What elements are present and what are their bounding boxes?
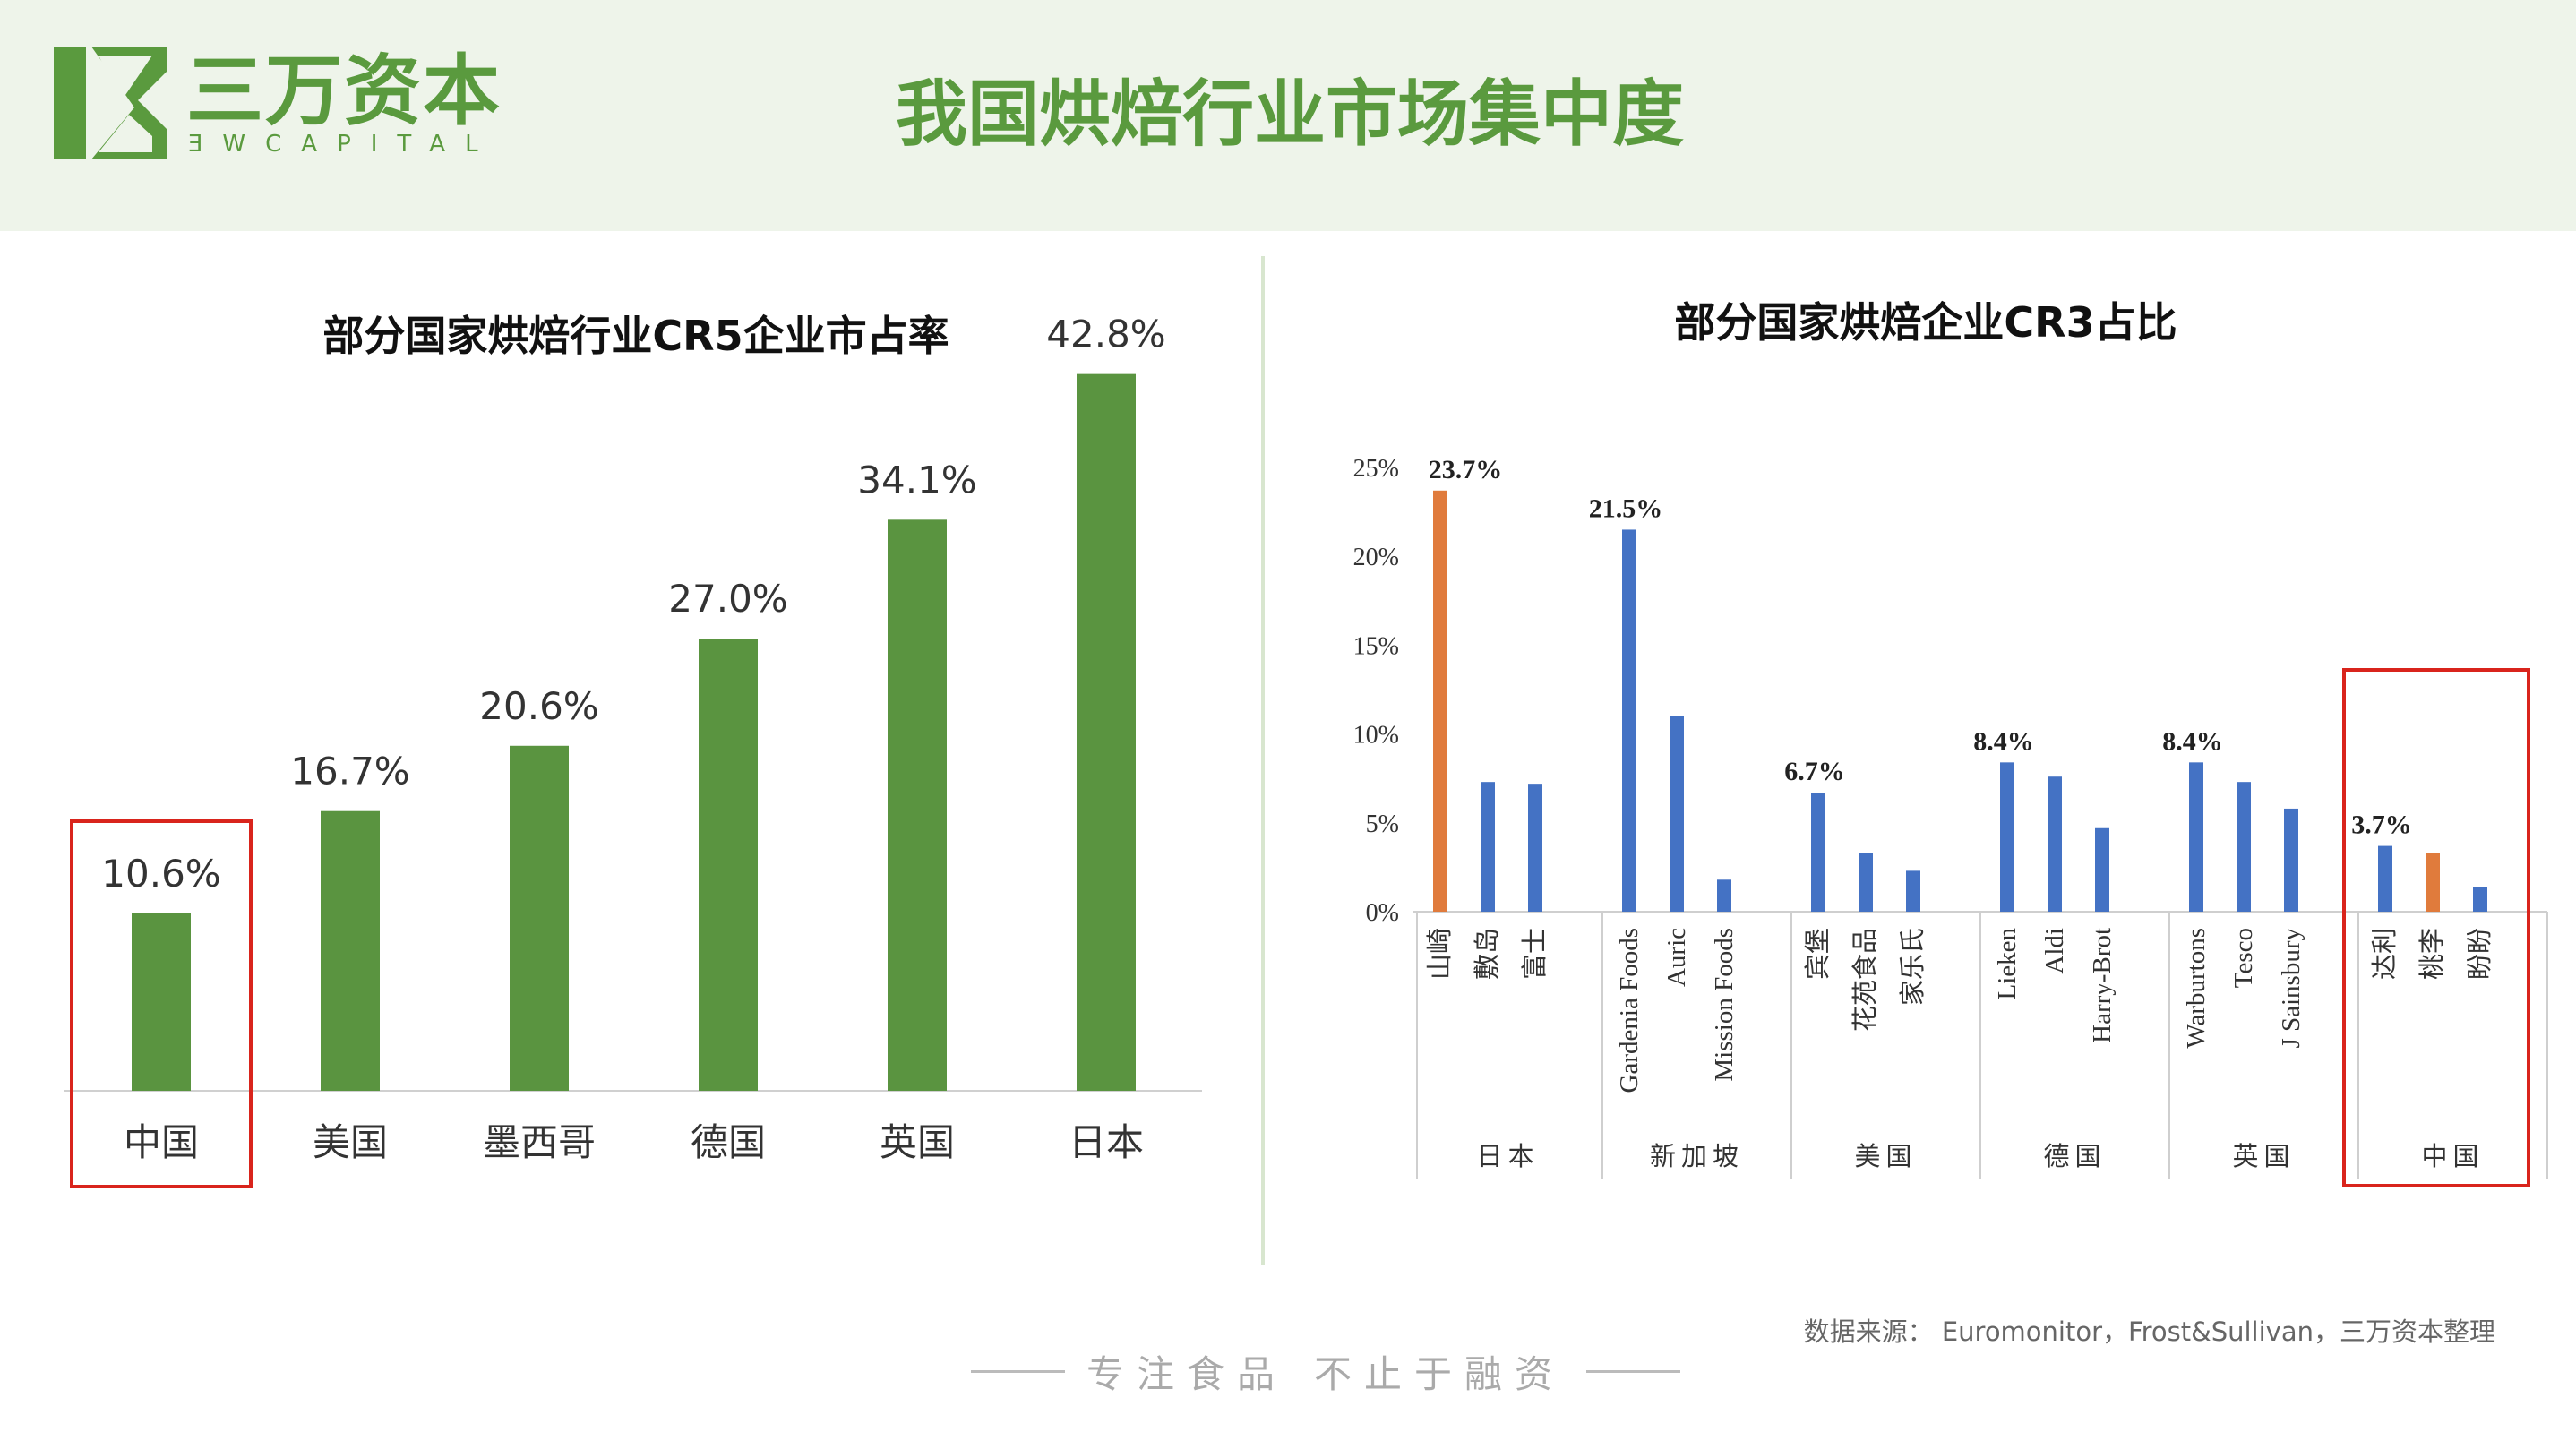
y-tick-label-0: 0%: [1366, 899, 1399, 927]
category-label-1: 美国: [313, 1120, 388, 1164]
company-logo: 三万资本 ƎWCAPITAL: [52, 45, 500, 170]
bar-2: [510, 745, 569, 1091]
slogan-right-rule: [1586, 1369, 1680, 1373]
highlight-box-china: [2342, 668, 2530, 1187]
data-label-1: 16.7%: [290, 750, 409, 793]
bar-2-2: [1906, 870, 1920, 912]
slogan-left-text: 专注食品: [1086, 1351, 1287, 1396]
bar-2-1: [1859, 853, 1873, 912]
bar-5-0: [2378, 845, 2392, 912]
category-label-5: 日本: [1069, 1120, 1144, 1164]
bar-0: [132, 913, 191, 1091]
data-label-3-0: 8.4%: [1973, 726, 2034, 756]
item-label-1-1: Auric: [1662, 928, 1691, 987]
y-tick-label-3: 15%: [1353, 632, 1399, 660]
slogan-left-rule: [971, 1369, 1065, 1373]
item-label-4-1: Tesco: [2229, 928, 2258, 988]
item-label-5-1: 桃李: [2417, 928, 2447, 980]
group-label-1: 新加坡: [1650, 1142, 1744, 1171]
category-label-0: 中国: [124, 1120, 199, 1164]
item-label-0-1: 敷岛: [1473, 928, 1502, 980]
bar-0-2: [1528, 784, 1542, 912]
y-tick-label-1: 5%: [1366, 810, 1399, 838]
bar-1-2: [1717, 879, 1731, 912]
item-label-3-2: Harry-Brot: [2088, 928, 2117, 1043]
bar-5: [1077, 373, 1136, 1091]
bar-4-1: [2237, 782, 2251, 912]
bar-0-1: [1481, 782, 1495, 912]
vertical-divider: [1261, 256, 1265, 1265]
logo-chinese-name: 三万资本: [186, 47, 502, 136]
category-label-3: 德国: [691, 1120, 766, 1164]
data-label-3: 27.0%: [668, 577, 787, 621]
item-label-5-0: 达利: [2370, 928, 2400, 980]
cr5-bar-chart: 10.6% 中国 16.7% 美国 20.6% 墨西哥 27.0% 德国 34.1% 英国 42.8…: [64, 313, 1202, 1188]
data-label-5-0: 3.7%: [2351, 810, 2412, 840]
footer-slogan: 专注食品 不止于融资: [949, 1349, 1702, 1396]
item-label-0-2: 富士: [1520, 928, 1550, 980]
item-label-2-0: 宾堡: [1803, 928, 1833, 980]
data-label-0: 10.6%: [101, 852, 220, 896]
bar-4: [888, 519, 947, 1091]
group-label-2: 美国: [1854, 1142, 1917, 1171]
header-banner: 三万资本 ƎWCAPITAL 我国烘焙行业市场集中度: [0, 0, 2576, 231]
data-label-5: 42.8%: [1046, 313, 1165, 356]
bar-1: [321, 810, 380, 1091]
category-label-2: 墨西哥: [483, 1120, 596, 1164]
bar-5-1: [2426, 853, 2440, 912]
data-label-4: 34.1%: [857, 458, 976, 502]
logo-english-name: ƎWCAPITAL: [188, 131, 498, 158]
item-label-4-2: J Sainsbury: [2277, 928, 2306, 1049]
bar-3-1: [2048, 776, 2062, 912]
item-label-2-2: 家乐氏: [1898, 928, 1928, 1006]
item-label-1-2: Mission Foods: [1710, 928, 1739, 1082]
bar-1-1: [1670, 716, 1684, 912]
y-tick-label-4: 20%: [1353, 544, 1399, 571]
item-label-3-0: Lieken: [1993, 928, 2022, 1000]
group-label-3: 德国: [2043, 1142, 2106, 1171]
bar-4-2: [2284, 808, 2298, 912]
bar-2-0: [1811, 793, 1825, 912]
group-label-5: 中国: [2421, 1142, 2484, 1171]
group-label-4: 英国: [2232, 1142, 2295, 1171]
data-label-2-0: 6.7%: [1784, 757, 1845, 786]
right-chart-title: 部分国家烘焙企业CR3占比: [1674, 298, 2177, 347]
bar-0-0: [1433, 490, 1447, 912]
bar-1-0: [1622, 529, 1636, 912]
group-label-0: 日本: [1476, 1142, 1539, 1171]
data-label-2: 20.6%: [479, 684, 598, 728]
bar-4-0: [2189, 762, 2203, 912]
bar-5-2: [2473, 887, 2487, 912]
item-label-2-1: 花苑食品: [1850, 928, 1880, 1032]
slogan-right-text: 不止于融资: [1314, 1351, 1566, 1396]
data-label-1-0: 21.5%: [1589, 493, 1663, 523]
item-label-5-2: 盼盼: [2466, 928, 2494, 980]
category-label-4: 英国: [880, 1120, 955, 1164]
y-tick-label-2: 10%: [1353, 722, 1399, 750]
item-label-0-0: 山崎: [1425, 928, 1455, 980]
bar-3: [699, 639, 758, 1091]
bar-3-2: [2095, 827, 2109, 912]
y-tick-label-5: 25%: [1353, 455, 1399, 483]
item-label-4-0: Warburtons: [2182, 928, 2211, 1049]
item-label-1-0: Gardenia Foods: [1615, 928, 1644, 1093]
bar-3-0: [2000, 762, 2014, 912]
data-source-note: 数据来源： Euromonitor，Frost&Sullivan，三万资本整理: [1803, 1316, 2495, 1347]
data-label-0-0: 23.7%: [1429, 455, 1503, 484]
left-chart-title: 部分国家烘焙行业CR5企业市占率: [322, 312, 949, 360]
item-label-3-1: Aldi: [2040, 928, 2069, 974]
data-label-4-0: 8.4%: [2162, 726, 2223, 756]
logo-mark-icon: [54, 47, 167, 159]
highlight-box-china: [70, 819, 253, 1188]
page-title: 我国烘焙行业市场集中度: [896, 73, 1684, 156]
